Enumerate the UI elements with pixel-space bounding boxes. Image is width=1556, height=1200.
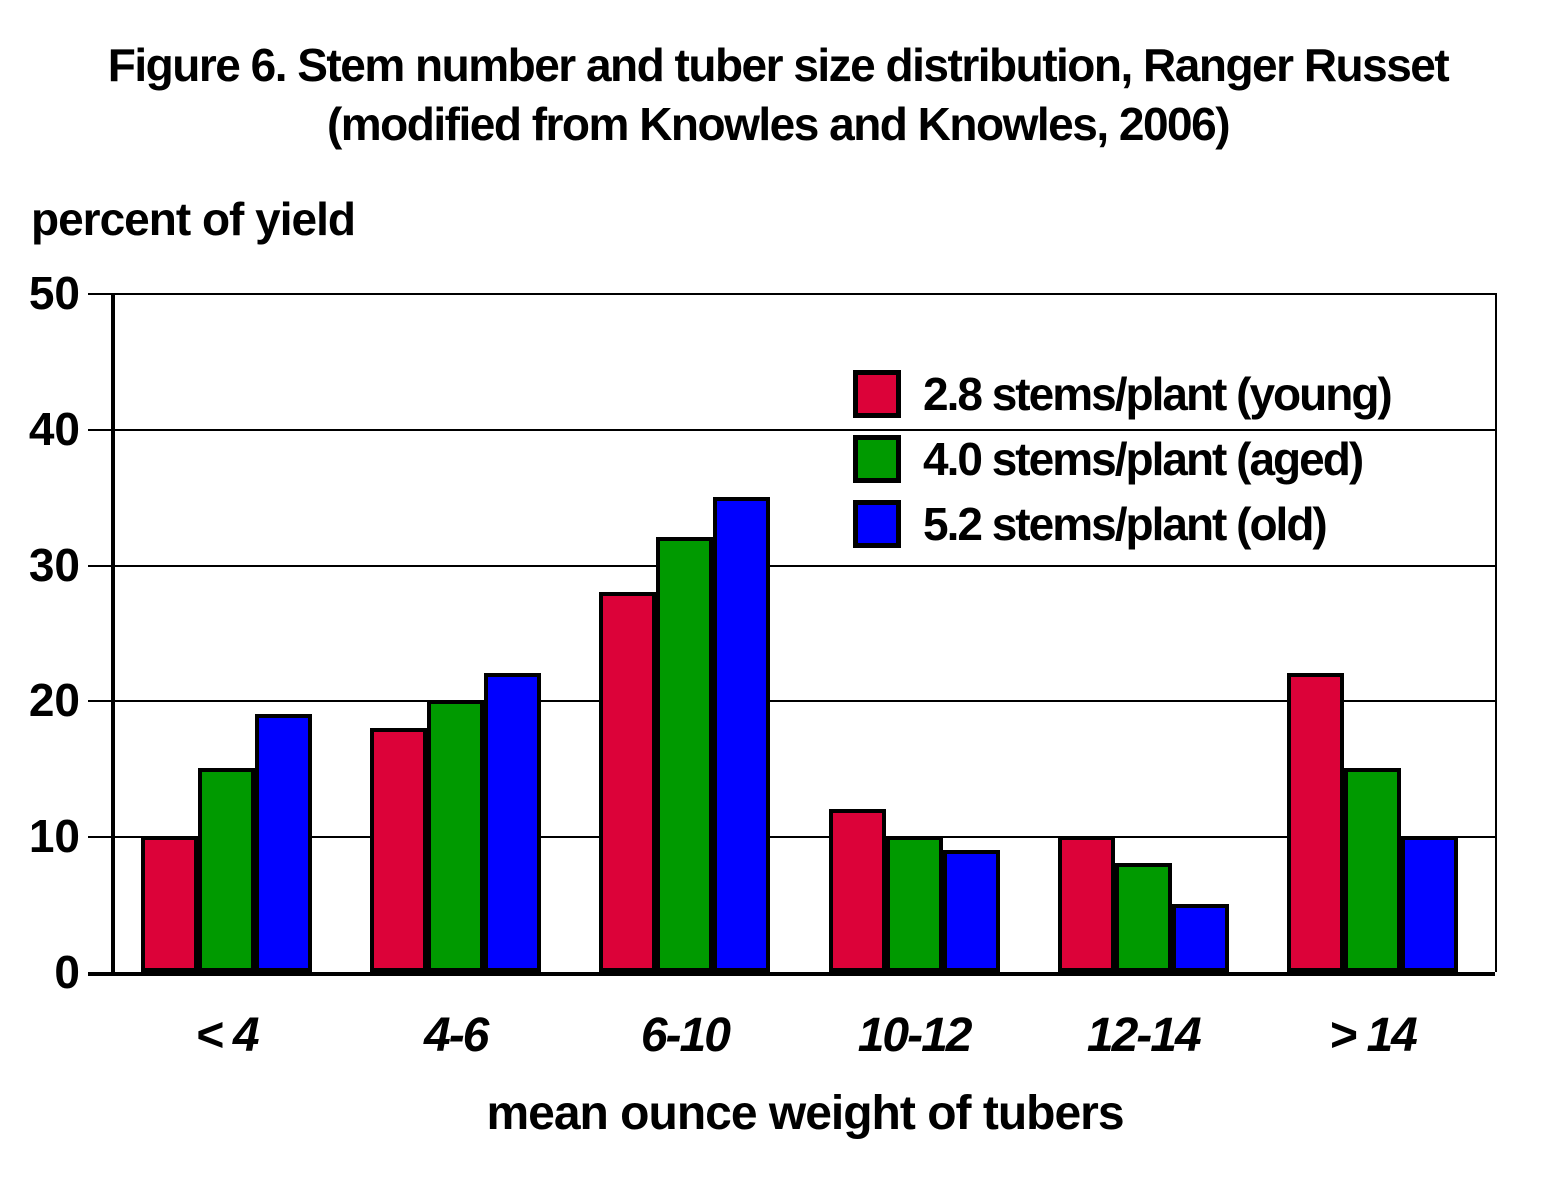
plot-area — [88, 293, 1497, 976]
y-tick-label: 10 — [28, 810, 80, 863]
legend-label: 4.0 stems/plant (aged) — [923, 432, 1364, 485]
bar-group — [141, 293, 313, 972]
bar-series1-6-10 — [599, 591, 657, 972]
y-tick-mark — [88, 564, 111, 567]
x-tick-label: 12-14 — [1086, 1009, 1202, 1062]
legend-swatch — [853, 499, 901, 548]
bar-series3-10-12 — [942, 849, 1000, 972]
x-tick-label: > 14 — [1329, 1009, 1418, 1062]
x-tick-label: 6-10 — [640, 1009, 731, 1062]
legend-row: 2.8 stems/plant (young) — [853, 361, 1393, 426]
x-axis-line — [88, 972, 1495, 976]
bar-series2-<4 — [198, 768, 255, 972]
bar-group — [828, 293, 1001, 972]
bar-series1-4-6 — [370, 727, 428, 972]
y-tick-label: 0 — [54, 946, 80, 998]
gridline — [115, 428, 1495, 431]
y-tick-mark — [88, 428, 111, 431]
y-tick-mark — [88, 700, 111, 703]
bar-series2-6-10 — [656, 537, 714, 972]
y-tick-label: 20 — [28, 674, 80, 727]
y-tick-label: 30 — [28, 538, 80, 591]
bar-series1-12-14 — [1057, 836, 1115, 972]
chart-title-line1: Figure 6. Stem number and tuber size dis… — [107, 39, 1450, 91]
gridline — [115, 564, 1495, 567]
gridline — [115, 836, 1495, 839]
gridline — [115, 293, 1495, 295]
bar-group — [1287, 293, 1459, 972]
bar-series3-4-6 — [484, 673, 542, 972]
x-axis-title: mean ounce weight of tubers — [486, 1087, 1124, 1140]
y-tick-label: 50 — [28, 267, 80, 319]
bar-series3-<4 — [255, 713, 312, 972]
legend-label: 5.2 stems/plant (old) — [923, 497, 1328, 550]
gridline — [115, 700, 1495, 703]
bar-series2-12-14 — [1114, 863, 1172, 972]
bar-group — [1057, 293, 1230, 972]
y-tick-label: 40 — [28, 402, 80, 455]
bar-group — [599, 293, 771, 972]
bar-group — [370, 293, 542, 972]
legend-row: 5.2 stems/plant (old) — [853, 491, 1391, 556]
bar-series3-12-14 — [1171, 904, 1229, 972]
y-tick-mark — [88, 836, 111, 839]
y-axis-line — [111, 293, 115, 972]
bar-series1-10-12 — [828, 809, 886, 972]
legend-label: 2.8 stems/plant (young) — [923, 367, 1393, 420]
bar-series2-4-6 — [427, 700, 485, 972]
y-axis-title: percent of yield — [31, 193, 356, 245]
x-tick-label: 10-12 — [857, 1009, 973, 1062]
bar-series2->14 — [1344, 768, 1401, 972]
bar-series3-6-10 — [713, 496, 771, 972]
legend: 2.8 stems/plant (young) 4.0 stems/plant (… — [853, 361, 1393, 556]
x-tick-labels: < 4 4-6 6-10 10-12 12-14 > 14 — [115, 1008, 1495, 1068]
legend-swatch — [853, 369, 901, 418]
legend-row: 4.0 stems/plant (aged) — [853, 426, 1391, 491]
chart-title: Figure 6. Stem number and tuber size dis… — [0, 36, 1556, 154]
chart-title-line2: (modified from Knowles and Knowles, 2006… — [326, 98, 1231, 150]
bar-series1->14 — [1287, 673, 1344, 972]
bar-series1-<4 — [141, 836, 198, 972]
x-tick-label: < 4 — [195, 1009, 259, 1062]
x-tick-label: 4-6 — [424, 1009, 489, 1062]
legend-swatch — [853, 434, 901, 483]
y-tick-mark — [88, 293, 111, 295]
bar-series3->14 — [1401, 836, 1458, 972]
bar-series2-10-12 — [885, 836, 943, 972]
